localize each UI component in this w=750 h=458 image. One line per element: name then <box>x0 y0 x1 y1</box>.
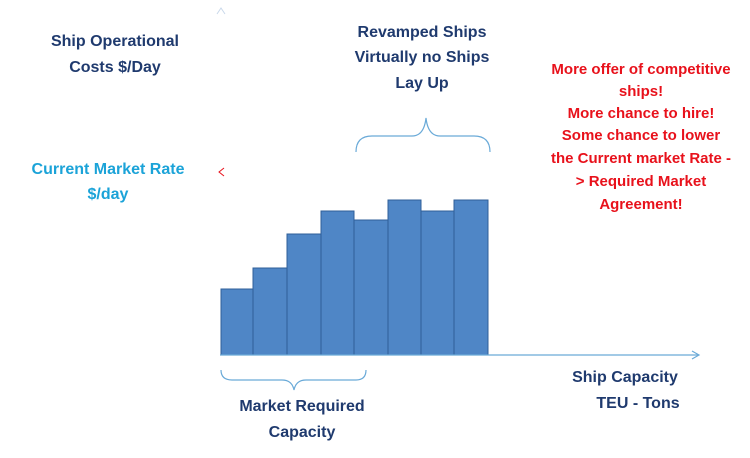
bar <box>220 288 254 356</box>
top-annotation: Revamped Ships <box>358 24 487 41</box>
bottom-brace <box>220 369 367 391</box>
top-annotation: Lay Up <box>395 75 449 92</box>
bar <box>353 219 389 356</box>
right-annotation: Some chance to lower <box>562 127 721 144</box>
bar <box>453 199 489 356</box>
bar <box>286 233 322 356</box>
y-axis-label: Ship Operational <box>51 33 179 50</box>
bottom-annotation: Capacity <box>269 424 336 441</box>
bar <box>320 210 355 356</box>
x-axis-label: TEU - Tons <box>596 395 679 412</box>
y-axis-label: Costs $/Day <box>69 59 161 76</box>
bottom-annotation: Market Required <box>239 398 364 415</box>
right-annotation: > Required Market <box>576 173 706 190</box>
y-axis-arrow <box>216 7 226 15</box>
right-annotation: the Current market Rate - <box>551 150 731 167</box>
top-annotation: Virtually no Ships <box>355 49 490 66</box>
right-annotation: ships! <box>619 83 663 100</box>
x-axis-label: Ship Capacity <box>572 369 678 386</box>
bar <box>387 199 422 356</box>
right-annotation: More chance to hire! <box>568 105 715 122</box>
market-rate-label: $/day <box>88 186 129 203</box>
bar <box>252 267 288 356</box>
right-annotation: More offer of competitive <box>551 61 730 78</box>
market-rate-label: Current Market Rate <box>32 161 185 178</box>
bars <box>220 199 489 356</box>
x-axis-arrow <box>691 350 701 360</box>
top-brace <box>355 117 491 153</box>
right-annotation: Agreement! <box>599 196 682 213</box>
market-rate-marker <box>218 167 225 177</box>
bar <box>420 210 455 356</box>
